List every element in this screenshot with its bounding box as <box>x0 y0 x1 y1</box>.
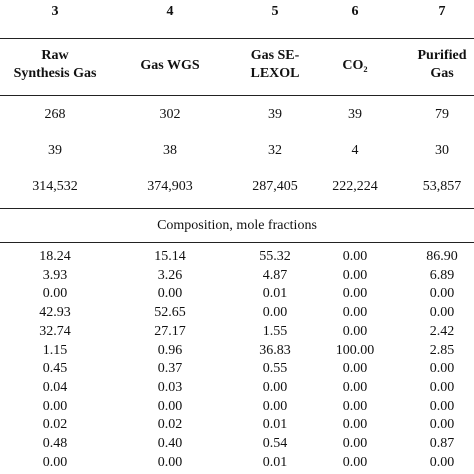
cell: 0.01 <box>262 454 288 470</box>
cell: 0.00 <box>262 305 288 321</box>
cell: 1.55 <box>262 323 288 339</box>
cell: 0.00 <box>157 398 183 414</box>
cell: 0.00 <box>262 398 288 414</box>
cell: 287,405 <box>252 179 298 194</box>
cell: 0.00 <box>157 286 183 302</box>
cell: 0.37 <box>157 361 183 377</box>
cell: 0.01 <box>262 286 288 302</box>
cell: 0.96 <box>157 342 183 358</box>
column-number: 4 <box>166 4 174 19</box>
cell: 18.24 <box>39 249 71 264</box>
section-title: Composition, mole fractions <box>157 218 317 233</box>
cell: 0.01 <box>262 417 288 433</box>
cell: 0.00 <box>342 436 368 451</box>
cell: 6.89 <box>429 267 455 283</box>
cell: 0.00 <box>342 361 368 377</box>
column-header: Synthesis Gas <box>13 66 97 81</box>
cell: 0.00 <box>429 305 455 321</box>
cell: 86.90 <box>426 249 458 264</box>
cell: 0.00 <box>42 398 68 414</box>
cell: 100.00 <box>335 342 375 358</box>
cell: 30 <box>435 143 449 158</box>
cell: 0.00 <box>342 305 368 321</box>
cell: 0.02 <box>157 417 183 433</box>
cell: 0.00 <box>429 454 455 470</box>
cell: 0.00 <box>342 249 368 264</box>
column-header: Purified <box>417 48 467 63</box>
cell: 0.55 <box>262 361 288 377</box>
cell: 0.40 <box>157 436 183 451</box>
cell: 0.48 <box>42 436 68 451</box>
cell: 0.00 <box>342 417 368 433</box>
cell: 39 <box>348 107 362 122</box>
cell: 0.00 <box>262 379 288 395</box>
cell: 39 <box>268 107 282 122</box>
cell: 27.17 <box>154 323 186 339</box>
cell: 0.00 <box>42 454 68 470</box>
cell: 268 <box>44 107 66 122</box>
cell: 36.83 <box>259 342 291 358</box>
cell: 79 <box>435 107 449 122</box>
cell: 0.00 <box>342 286 368 302</box>
cell: 0.00 <box>429 286 455 302</box>
cell: 0.45 <box>42 361 68 377</box>
cell: 374,903 <box>147 179 193 194</box>
cell: 2.42 <box>429 323 455 339</box>
column-header: Gas SE- <box>250 48 300 63</box>
cell: 0.00 <box>342 398 368 414</box>
cell: 42.93 <box>39 305 71 321</box>
cell: 53,857 <box>422 179 462 194</box>
column-header: Gas <box>430 66 454 81</box>
column-number: 6 <box>351 4 359 19</box>
cell: 3.93 <box>42 267 68 283</box>
cell: 0.02 <box>42 417 68 433</box>
cell: 0.00 <box>429 379 455 395</box>
cell: 15.14 <box>154 249 186 264</box>
cell: 0.00 <box>429 398 455 414</box>
column-header: Raw <box>41 48 69 63</box>
cell: 0.04 <box>42 379 68 395</box>
cell: 0.00 <box>429 361 455 377</box>
cell: 0.00 <box>342 267 368 283</box>
cell: 55.32 <box>259 249 291 264</box>
cell: 0.54 <box>262 436 288 451</box>
rule <box>0 242 474 243</box>
rule <box>0 208 474 209</box>
cell: 3.26 <box>157 267 183 283</box>
cell: 0.00 <box>42 286 68 302</box>
rule <box>0 95 474 96</box>
cell: 32.74 <box>39 323 71 339</box>
cell: 302 <box>159 107 181 122</box>
cell: 1.15 <box>42 342 68 358</box>
cell: 0.00 <box>342 454 368 470</box>
cell: 0.00 <box>342 323 368 339</box>
cell: 314,532 <box>32 179 78 194</box>
cell: 0.03 <box>157 379 183 395</box>
cell: 0.00 <box>429 417 455 433</box>
cell: 4 <box>351 143 359 158</box>
cell: 222,224 <box>332 179 378 194</box>
cell: 52.65 <box>154 305 186 321</box>
rule <box>0 38 474 39</box>
cell: 0.00 <box>157 454 183 470</box>
column-number: 5 <box>271 4 279 19</box>
column-number: 7 <box>438 4 446 19</box>
cell: 2.85 <box>429 342 455 358</box>
cell: 39 <box>48 143 62 158</box>
column-header: LEXOL <box>250 66 300 81</box>
cell: 32 <box>268 143 282 158</box>
column-number: 3 <box>51 4 59 19</box>
cell: 0.87 <box>429 436 455 451</box>
column-header: Gas WGS <box>140 58 200 73</box>
cell: 0.00 <box>342 379 368 395</box>
column-header: CO₂ <box>342 58 368 73</box>
cell: 4.87 <box>262 267 288 283</box>
cell: 38 <box>163 143 177 158</box>
